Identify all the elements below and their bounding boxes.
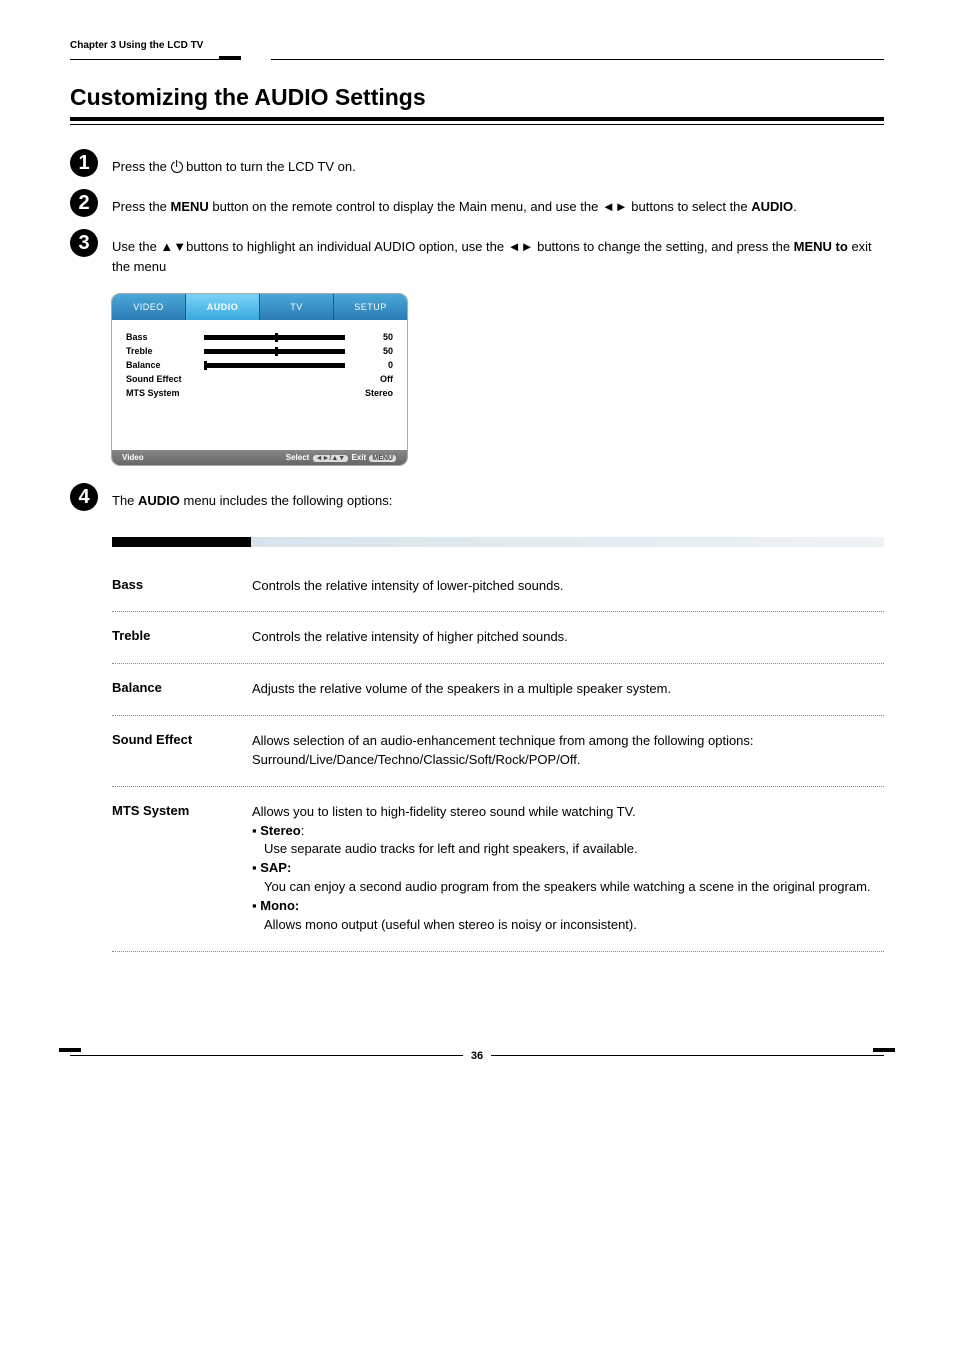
option-name: Sound Effect <box>112 732 252 770</box>
step-3: 3 Use the ▲▼buttons to highlight an indi… <box>70 235 884 276</box>
osd-row-sound-effect: Sound Effect Off <box>126 372 393 386</box>
osd-row-treble: Treble 50 <box>126 344 393 358</box>
tab-tv: TV <box>260 294 334 320</box>
step-number-4: 4 <box>70 483 98 511</box>
option-row-treble: Treble Controls the relative intensity o… <box>112 612 884 664</box>
text: The <box>112 493 138 508</box>
osd-label: MTS System <box>126 388 204 398</box>
header-rule <box>70 58 884 60</box>
osd-row-mts: MTS System Stereo <box>126 386 393 400</box>
text-bold: AUDIO <box>138 493 180 508</box>
osd-value: 50 <box>353 332 393 342</box>
mts-sap: ▪ SAP: <box>252 859 884 878</box>
bullet-label: Stereo <box>260 823 300 838</box>
step-number-1: 1 <box>70 149 98 177</box>
power-icon <box>171 161 183 173</box>
text: button on the remote control to display … <box>209 199 751 214</box>
option-name: Treble <box>112 628 252 647</box>
osd-value: 50 <box>353 346 393 356</box>
text: Press the <box>112 159 171 174</box>
bullet-label: Mono: <box>260 898 299 913</box>
bullet-label: SAP: <box>260 860 291 875</box>
osd-menu-screenshot: VIDEO AUDIO TV SETUP Bass 50 Treble 50 B… <box>112 294 407 465</box>
osd-label: Balance <box>126 360 204 370</box>
options-table: Bass Controls the relative intensity of … <box>112 561 884 952</box>
text-bold: MENU <box>171 199 209 214</box>
text: Allows you to listen to high-fidelity st… <box>252 803 884 822</box>
option-name: Bass <box>112 577 252 596</box>
osd-slider <box>204 363 345 368</box>
text: You can enjoy a second audio program fro… <box>264 878 884 897</box>
chapter-header: Chapter 3 Using the LCD TV <box>70 40 884 55</box>
tab-audio: AUDIO <box>186 294 260 320</box>
osd-label: Sound Effect <box>126 374 204 384</box>
step-2-text: Press the MENU button on the remote cont… <box>112 195 884 217</box>
key-menu: MENU <box>369 455 396 462</box>
step-1: 1 Press the button to turn the LCD TV on… <box>70 155 884 177</box>
osd-footer-left: Video <box>122 453 144 462</box>
osd-row-balance: Balance 0 <box>126 358 393 372</box>
tab-setup: SETUP <box>334 294 407 320</box>
option-row-mts: MTS System Allows you to listen to high-… <box>112 787 884 952</box>
options-header-bar <box>112 537 884 547</box>
step-number-2: 2 <box>70 189 98 217</box>
osd-value: Off <box>353 374 393 384</box>
osd-body: Bass 50 Treble 50 Balance 0 Sound Effect… <box>112 320 407 450</box>
osd-tabs: VIDEO AUDIO TV SETUP <box>112 294 407 320</box>
option-desc: Controls the relative intensity of lower… <box>252 577 884 596</box>
step-3-text: Use the ▲▼buttons to highlight an indivi… <box>112 235 884 276</box>
footer-marker <box>873 1048 895 1052</box>
page-title: Customizing the AUDIO Settings <box>70 84 884 111</box>
text: Select <box>286 453 310 462</box>
step-4: 4 The AUDIO menu includes the following … <box>70 489 884 519</box>
title-underline <box>70 117 884 125</box>
option-desc: Allows selection of an audio-enhancement… <box>252 732 884 770</box>
osd-label: Treble <box>126 346 204 356</box>
option-name: MTS System <box>112 803 252 935</box>
text: Press the <box>112 199 171 214</box>
osd-footer: Video Select ◄►/▲▼ Exit MENU <box>112 450 407 465</box>
text: Allows mono output (useful when stereo i… <box>264 916 884 935</box>
option-row-bass: Bass Controls the relative intensity of … <box>112 561 884 613</box>
text-bold: AUDIO <box>751 199 793 214</box>
text: Exit <box>351 453 366 462</box>
text: button to turn the LCD TV on. <box>183 159 356 174</box>
tab-video: VIDEO <box>112 294 186 320</box>
step-number-3: 3 <box>70 229 98 257</box>
option-row-balance: Balance Adjusts the relative volume of t… <box>112 664 884 716</box>
step-1-text: Press the button to turn the LCD TV on. <box>112 155 884 177</box>
text: Use separate audio tracks for left and r… <box>264 840 884 859</box>
option-desc: Adjusts the relative volume of the speak… <box>252 680 884 699</box>
step-4-text: The AUDIO menu includes the following op… <box>112 489 884 511</box>
option-desc: Controls the relative intensity of highe… <box>252 628 884 647</box>
mts-mono: ▪ Mono: <box>252 897 884 916</box>
page-footer: 36 <box>70 1042 884 1062</box>
osd-value: 0 <box>353 360 393 370</box>
osd-value: Stereo <box>353 388 393 398</box>
key-arrows: ◄►/▲▼ <box>313 455 349 462</box>
text: . <box>793 199 797 214</box>
osd-row-bass: Bass 50 <box>126 330 393 344</box>
text: Use the ▲▼buttons to highlight an indivi… <box>112 239 794 254</box>
osd-slider <box>204 335 345 340</box>
text: menu includes the following options: <box>180 493 392 508</box>
page-number: 36 <box>463 1050 491 1062</box>
option-row-sound-effect: Sound Effect Allows selection of an audi… <box>112 716 884 787</box>
step-2: 2 Press the MENU button on the remote co… <box>70 195 884 217</box>
osd-footer-keys: Select ◄►/▲▼ Exit MENU <box>286 453 397 462</box>
osd-slider <box>204 349 345 354</box>
mts-stereo: ▪ Stereo: <box>252 822 884 841</box>
option-name: Balance <box>112 680 252 699</box>
osd-label: Bass <box>126 332 204 342</box>
text-bold: MENU to <box>794 239 848 254</box>
option-desc: Allows you to listen to high-fidelity st… <box>252 803 884 935</box>
